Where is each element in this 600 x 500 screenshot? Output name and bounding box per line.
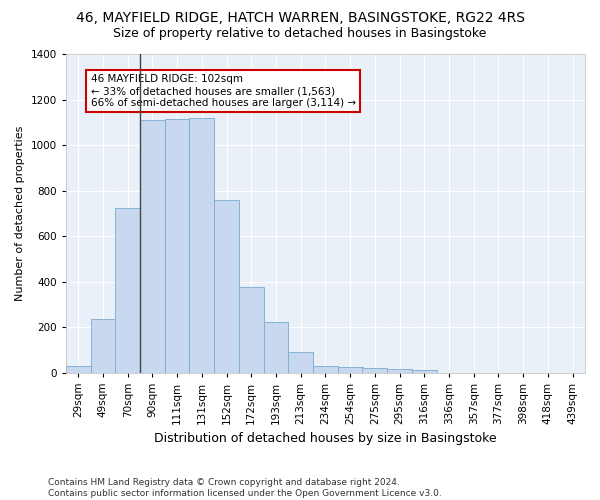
Bar	[338, 367, 362, 372]
Bar	[263, 322, 289, 372]
Text: 46, MAYFIELD RIDGE, HATCH WARREN, BASINGSTOKE, RG22 4RS: 46, MAYFIELD RIDGE, HATCH WARREN, BASING…	[76, 12, 524, 26]
Bar	[140, 120, 165, 372]
Y-axis label: Number of detached properties: Number of detached properties	[15, 126, 25, 301]
Bar	[214, 200, 239, 372]
Bar	[239, 287, 263, 372]
Text: Contains HM Land Registry data © Crown copyright and database right 2024.
Contai: Contains HM Land Registry data © Crown c…	[48, 478, 442, 498]
Bar	[115, 208, 140, 372]
Bar	[289, 352, 313, 372]
Bar	[412, 370, 437, 372]
Bar	[362, 368, 387, 372]
Bar	[91, 319, 115, 372]
Text: Size of property relative to detached houses in Basingstoke: Size of property relative to detached ho…	[113, 28, 487, 40]
Bar	[66, 366, 91, 372]
X-axis label: Distribution of detached houses by size in Basingstoke: Distribution of detached houses by size …	[154, 432, 497, 445]
Bar	[165, 119, 190, 372]
Bar	[387, 369, 412, 372]
Bar	[313, 366, 338, 372]
Bar	[190, 118, 214, 372]
Text: 46 MAYFIELD RIDGE: 102sqm
← 33% of detached houses are smaller (1,563)
66% of se: 46 MAYFIELD RIDGE: 102sqm ← 33% of detac…	[91, 74, 356, 108]
